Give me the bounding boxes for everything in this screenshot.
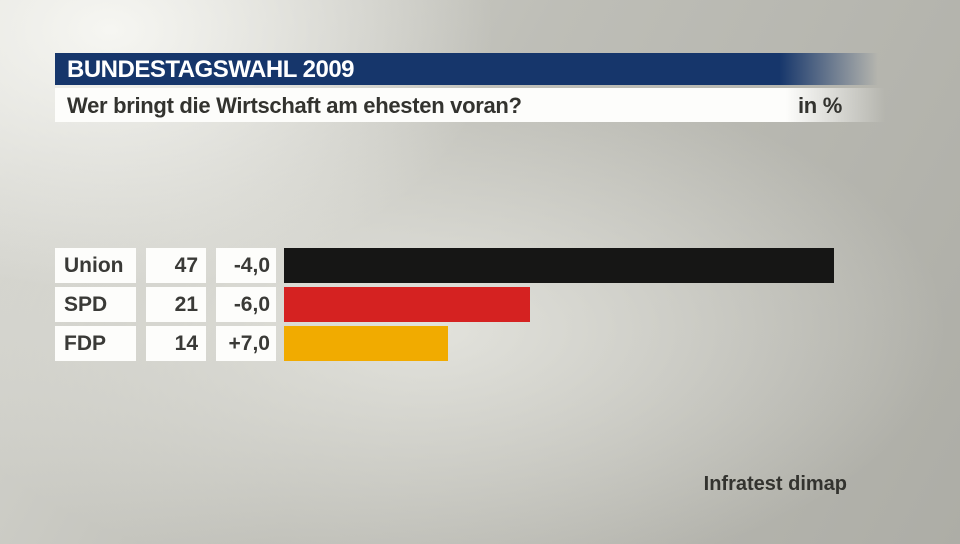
chart-row-fdp: FDP 14 +7,0 (55, 326, 834, 361)
party-label: SPD (55, 287, 136, 322)
unit-label: in % (797, 93, 842, 118)
title-bar: BUNDESTAGSWAHL 2009 (55, 53, 878, 85)
question-bar: Wer bringt die Wirtschaft am ehesten vor… (55, 88, 885, 122)
change-cell: -4,0 (216, 248, 276, 283)
change-cell: +7,0 (216, 326, 276, 361)
bar-chart: Union 47 -4,0 SPD 21 -6,0 FDP 14 +7,0 (55, 248, 834, 365)
chart-row-spd: SPD 21 -6,0 (55, 287, 834, 322)
source-credit: Infratest dimap (703, 473, 847, 495)
broadcast-title: BUNDESTAGSWAHL 2009 (67, 56, 355, 83)
change-cell: -6,0 (216, 287, 276, 322)
value-cell: 21 (146, 287, 206, 322)
bar-fdp (284, 326, 448, 361)
value-cell: 47 (146, 248, 206, 283)
value-cell: 14 (146, 326, 206, 361)
bar-spd (284, 287, 530, 322)
party-label: Union (55, 248, 136, 283)
party-label: FDP (55, 326, 136, 361)
question-text: Wer bringt die Wirtschaft am ehesten vor… (67, 93, 522, 118)
chart-row-union: Union 47 -4,0 (55, 248, 834, 283)
bar-union (284, 248, 834, 283)
